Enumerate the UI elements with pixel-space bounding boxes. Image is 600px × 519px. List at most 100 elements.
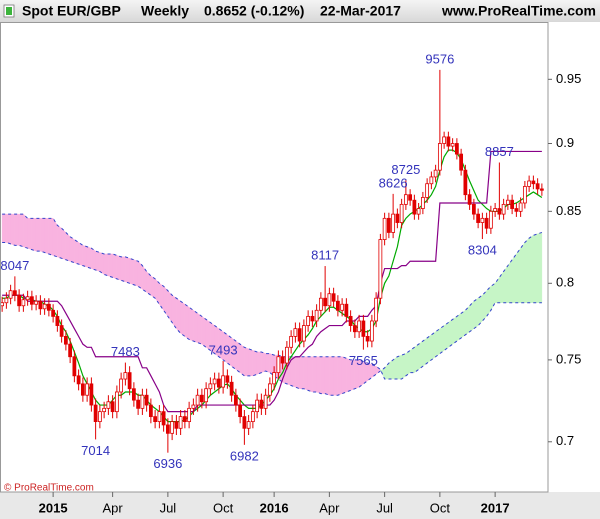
cloud-segment: [341, 356, 347, 394]
header-source: www.ProRealTime.com: [441, 3, 596, 19]
x-tick-label: 2015: [39, 500, 68, 515]
cloud-segment: [74, 239, 79, 265]
y-tick-label: 0.75: [556, 351, 581, 366]
cloud-segment: [125, 256, 130, 284]
plot-area: [0, 69, 544, 453]
candle-body: [12, 290, 17, 296]
candle-body: [127, 372, 132, 390]
candle-body: [229, 381, 234, 396]
candle-body: [119, 378, 124, 393]
cloud-segment: [103, 253, 109, 277]
candle-body: [369, 320, 374, 342]
high-label: 8117: [311, 247, 339, 262]
cloud-segment: [448, 318, 453, 348]
high-label: 8857: [485, 144, 514, 159]
high-label: 7483: [111, 344, 140, 359]
cloud-segment: [405, 349, 411, 377]
candle-body: [136, 399, 141, 409]
candle-body: [416, 208, 421, 215]
cloud-segment: [184, 303, 190, 340]
candle-body: [216, 378, 221, 388]
candle-body: [191, 404, 196, 409]
cloud-segment: [176, 297, 181, 334]
candle-body: [484, 217, 489, 229]
high-label: 8725: [391, 162, 420, 177]
candle-body: [518, 202, 523, 212]
cloud-segment: [422, 337, 428, 367]
candle-body: [131, 388, 136, 401]
candle-body: [476, 213, 481, 223]
cloud-segment: [261, 351, 266, 373]
candle-body: [8, 290, 13, 299]
candle-body: [284, 346, 289, 364]
cloud-segment: [482, 290, 487, 322]
candle-body: [293, 328, 298, 337]
low-label: 7565: [349, 353, 378, 368]
x-tick-label: Oct: [430, 500, 451, 515]
candle-body: [114, 391, 119, 413]
candle-body: [352, 325, 357, 333]
cloud-segment: [180, 300, 186, 337]
x-tick-label: Apr: [319, 500, 340, 515]
cloud-segment: [201, 315, 207, 348]
candle-body: [408, 194, 413, 201]
cloud-edge: [2, 213, 542, 380]
candle-body: [391, 213, 396, 233]
candle-body: [357, 320, 362, 333]
candle-body: [42, 303, 47, 310]
cloud-segment: [69, 236, 75, 264]
candle-body: [514, 208, 519, 212]
candle-body: [263, 394, 268, 409]
low-label: 8304: [468, 242, 497, 257]
candle-body: [157, 411, 162, 423]
cloud-segment: [86, 246, 92, 269]
cloud-segment: [193, 309, 198, 343]
cloud-segment: [460, 309, 466, 339]
cloud-segment: [456, 312, 462, 342]
cloud-segment: [303, 356, 309, 391]
cloud-segment: [337, 356, 343, 396]
cloud-segment: [129, 257, 135, 286]
cloud-segment: [392, 356, 398, 380]
candle-body: [195, 394, 200, 406]
cloud-segment: [112, 253, 118, 280]
y-tick-label: 0.9: [556, 135, 574, 150]
candle-body: [272, 372, 277, 385]
indicator-line: [2, 150, 542, 413]
candle-body: [497, 208, 502, 215]
candle-body: [46, 303, 51, 311]
cloud-segment: [95, 250, 101, 272]
cloud-segment: [324, 356, 330, 396]
candle-body: [174, 421, 179, 429]
cloud-segment: [316, 356, 322, 394]
cloud-segment: [23, 213, 28, 249]
candle-body: [250, 411, 255, 423]
cloud-segment: [61, 227, 67, 261]
candle-body: [378, 239, 383, 299]
candle-body: [386, 217, 391, 233]
candle-body: [480, 217, 485, 223]
candle-body: [165, 424, 170, 434]
cloud-segment: [99, 252, 105, 275]
candle-body: [255, 399, 260, 413]
cloud-segment: [265, 353, 271, 373]
candle-body: [148, 404, 153, 418]
candle-body: [335, 300, 340, 311]
cloud-segment: [312, 356, 317, 393]
header-date: 22-Mar-2017: [320, 3, 401, 19]
cloud-segment: [48, 218, 54, 256]
cloud-segment: [14, 213, 20, 246]
candle-body: [399, 203, 404, 223]
candle-body: [446, 136, 451, 147]
candle-body: [199, 394, 204, 403]
cloud-segment: [507, 259, 513, 303]
candle-body: [72, 356, 77, 377]
low-label: 6982: [230, 448, 259, 463]
candle-body: [395, 213, 400, 223]
candle-body: [25, 296, 30, 301]
cloud-segment: [409, 346, 415, 373]
candle-body: [280, 356, 285, 364]
candle-body: [123, 372, 128, 380]
header-period: Weekly: [141, 3, 189, 19]
cloud-segment: [239, 343, 245, 377]
